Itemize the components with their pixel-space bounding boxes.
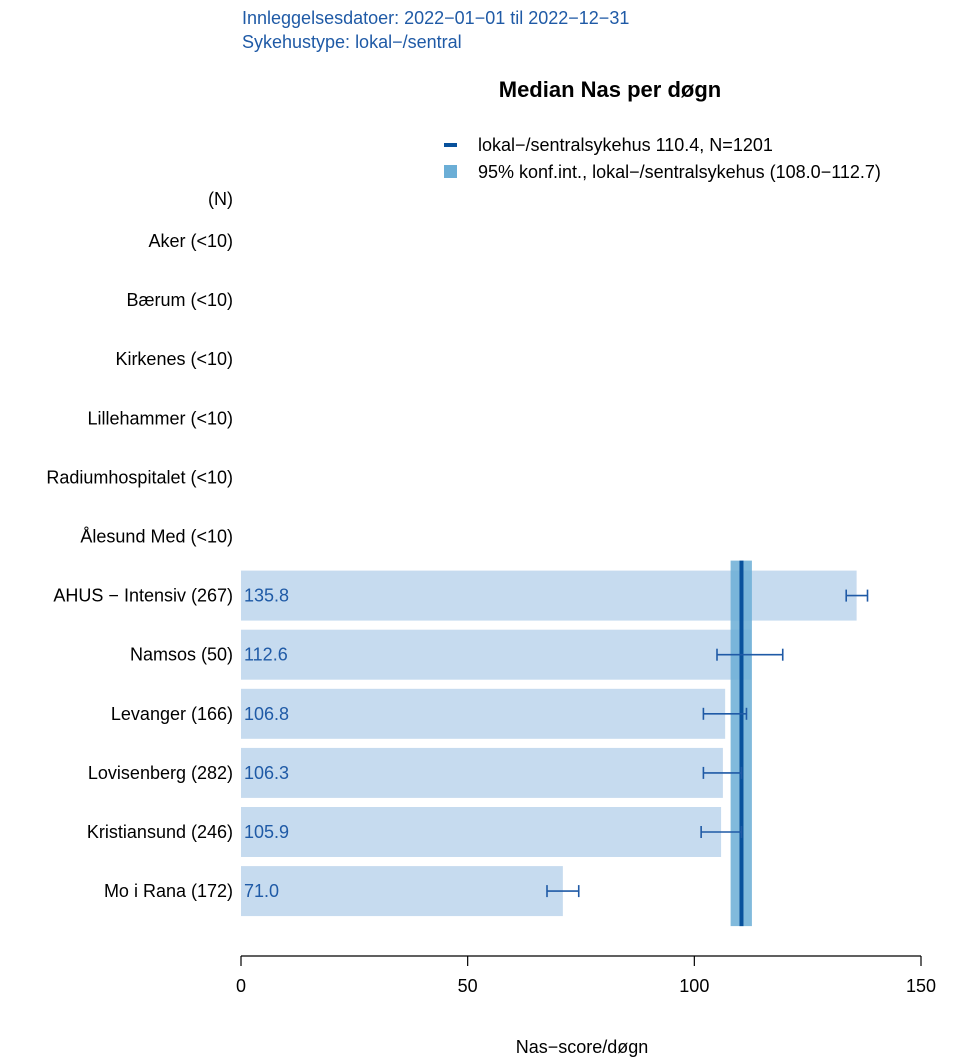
error-bar xyxy=(716,648,784,661)
chart-title: Median Nas per døgn xyxy=(499,77,721,102)
value-label: 106.8 xyxy=(244,704,289,724)
n-header: (N) xyxy=(208,189,233,209)
value-label: 105.9 xyxy=(244,822,289,842)
legend-line-swatch xyxy=(444,143,457,147)
x-tick-label: 50 xyxy=(458,976,478,996)
error-bar xyxy=(845,589,869,602)
error-bar xyxy=(700,826,743,838)
category-label: Aker (<10) xyxy=(148,231,233,251)
category-label: Mo i Rana (172) xyxy=(104,881,233,901)
legend: lokal−/sentralsykehus 110.4, N=1201 95% … xyxy=(444,135,881,182)
bar xyxy=(241,688,726,739)
error-bar xyxy=(702,766,743,779)
error-bar xyxy=(702,707,748,720)
category-label: Bærum (<10) xyxy=(126,290,233,310)
category-label: Lovisenberg (282) xyxy=(88,763,233,783)
bars-layer xyxy=(241,570,857,917)
category-label: Radiumhospitalet (<10) xyxy=(46,467,233,487)
legend-ci-swatch xyxy=(444,165,457,178)
value-label: 106.3 xyxy=(244,763,289,783)
subtitle-line-2: Sykehustype: lokal−/sentral xyxy=(242,32,462,52)
error-bar xyxy=(546,885,580,898)
category-label: Kristiansund (246) xyxy=(87,822,233,842)
bar xyxy=(241,747,723,798)
category-label: Kirkenes (<10) xyxy=(115,349,233,369)
legend-line-label: lokal−/sentralsykehus 110.4, N=1201 xyxy=(478,135,773,155)
bar xyxy=(241,629,752,680)
value-label: 71.0 xyxy=(244,881,279,901)
category-label: Namsos (50) xyxy=(130,645,233,665)
legend-ci-label: 95% konf.int., lokal−/sentralsykehus (10… xyxy=(478,162,881,182)
bar xyxy=(241,866,563,917)
category-label: Lillehammer (<10) xyxy=(87,408,233,428)
x-tick-label: 0 xyxy=(236,976,246,996)
x-axis: 0 50 100 150 xyxy=(236,955,936,996)
x-tick-label: 150 xyxy=(906,976,936,996)
bar xyxy=(241,570,857,621)
category-label: Levanger (166) xyxy=(111,704,233,724)
value-label: 135.8 xyxy=(244,586,289,606)
x-axis-title: Nas−score/døgn xyxy=(516,1037,649,1057)
reference-layer xyxy=(730,560,752,927)
category-label: AHUS − Intensiv (267) xyxy=(53,586,233,606)
bar xyxy=(241,807,722,857)
category-label: Ålesund Med (<10) xyxy=(80,527,233,547)
x-tick-label: 100 xyxy=(679,976,709,996)
value-label: 112.6 xyxy=(244,645,288,665)
labels-layer: Aker (<10) Bærum (<10) Kirkenes (<10) Lille… xyxy=(46,231,289,901)
errorbars-layer xyxy=(546,589,869,898)
subtitle-line-1: Innleggelsesdatoer: 2022−01−01 til 2022−… xyxy=(242,8,629,28)
